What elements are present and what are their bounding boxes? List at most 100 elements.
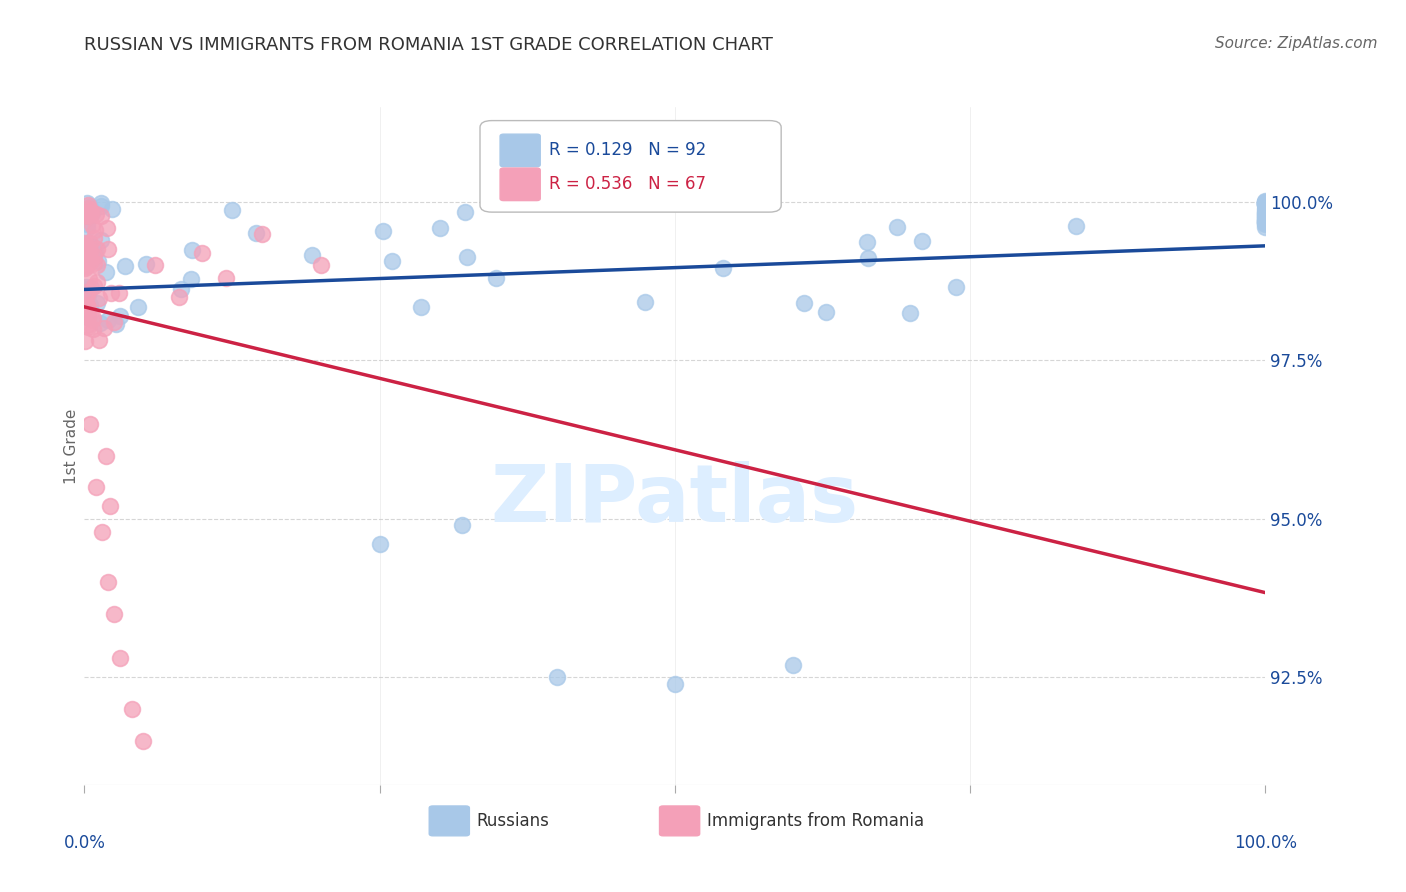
Text: Russians: Russians [477,812,550,830]
Point [97,243,120,257]
Point [1254,194,1277,209]
Point [86,242,108,256]
Point [73,240,96,254]
Text: 0.0%: 0.0% [63,834,105,852]
Point [167,290,190,304]
Point [79,202,101,217]
Point [75,282,97,296]
Point [1254,195,1277,210]
Point [79,200,101,214]
Point [855,235,877,249]
Point [1254,215,1277,229]
Point [451,518,474,533]
Point [77,201,100,215]
Point [371,224,394,238]
Point [1254,197,1277,211]
Point [77,310,100,325]
Point [82,311,104,326]
Point [191,245,214,260]
Point [75,260,97,274]
Point [76,196,98,211]
Point [73,235,96,250]
Point [83,231,105,245]
Point [93,321,115,335]
Point [1254,206,1277,220]
Point [368,537,391,551]
Point [132,733,155,747]
Point [245,226,267,240]
Point [84,206,107,220]
Text: ZIPatlas: ZIPatlas [491,461,859,540]
Point [96,265,118,279]
Point [76,285,98,299]
Point [89,316,111,330]
Point [103,607,125,621]
Point [89,333,111,347]
Point [96,221,118,235]
Point [90,233,112,247]
Point [77,288,100,302]
Text: Immigrants from Romania: Immigrants from Romania [707,812,924,830]
Point [86,258,108,272]
Point [135,257,157,271]
Point [76,217,98,231]
Point [79,417,101,431]
Text: RUSSIAN VS IMMIGRANTS FROM ROMANIA 1ST GRADE CORRELATION CHART: RUSSIAN VS IMMIGRANTS FROM ROMANIA 1ST G… [84,36,773,54]
Point [76,206,98,220]
Point [170,282,193,296]
Point [1254,217,1277,231]
Point [76,302,98,317]
Point [91,524,114,539]
Point [814,305,837,319]
Point [1254,194,1277,208]
Point [409,300,432,314]
Point [76,221,98,235]
Point [1254,211,1277,226]
Point [80,281,103,295]
Point [456,250,478,264]
Point [250,227,273,241]
Point [77,243,100,257]
Point [664,676,686,690]
Point [1254,205,1277,219]
Point [1064,219,1087,233]
Y-axis label: 1st Grade: 1st Grade [63,409,79,483]
Point [1254,197,1277,211]
Point [221,202,243,217]
Point [79,298,101,312]
Point [75,206,97,220]
FancyBboxPatch shape [659,806,700,836]
Point [82,218,104,232]
Point [1254,212,1277,227]
Point [86,254,108,268]
FancyBboxPatch shape [429,806,470,836]
Point [108,651,131,665]
Point [90,209,112,223]
Point [945,280,967,294]
Point [98,499,121,513]
Text: R = 0.536   N = 67: R = 0.536 N = 67 [548,175,706,193]
Point [75,240,97,254]
Point [87,291,110,305]
FancyBboxPatch shape [501,134,540,167]
Point [108,286,131,301]
Point [79,244,101,259]
Point [76,310,98,324]
Point [100,285,122,300]
Point [94,449,117,463]
Point [108,309,131,323]
Point [83,251,105,265]
Point [86,275,108,289]
Point [76,288,98,302]
Point [1254,209,1277,223]
Text: Source: ZipAtlas.com: Source: ZipAtlas.com [1215,36,1378,51]
Point [76,298,98,312]
Point [90,198,112,212]
Point [76,300,98,314]
Point [429,220,451,235]
Text: R = 0.129   N = 92: R = 0.129 N = 92 [548,141,706,159]
Point [546,670,568,684]
Point [898,306,921,320]
Point [76,320,98,334]
Point [75,279,97,293]
